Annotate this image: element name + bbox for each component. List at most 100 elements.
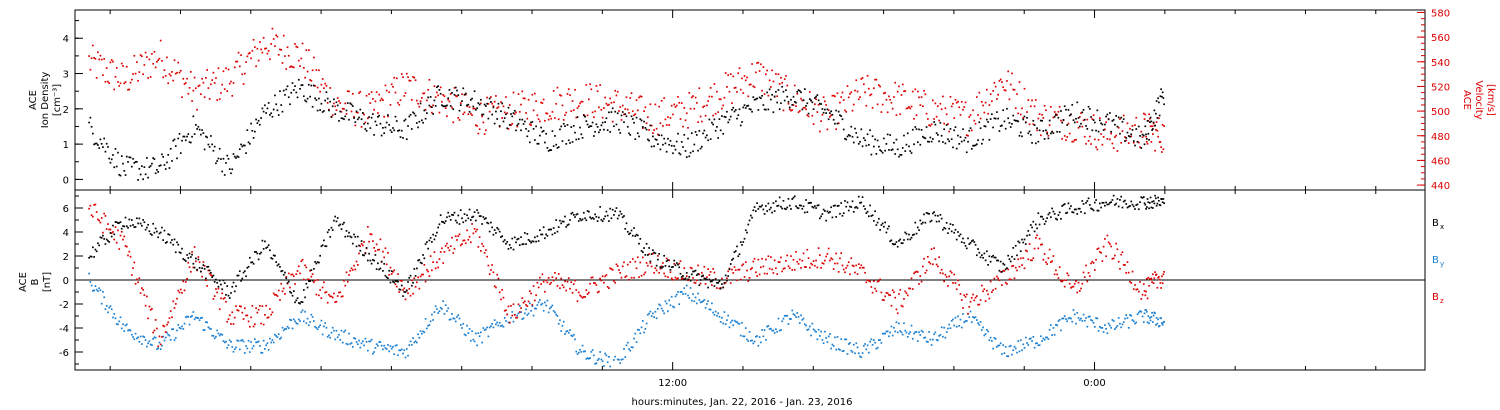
- by-point: [975, 319, 978, 321]
- bz-point: [654, 267, 657, 269]
- bz-point: [759, 266, 762, 269]
- bx-point: [463, 213, 466, 215]
- by-point: [685, 284, 688, 287]
- bx-point: [1046, 217, 1048, 220]
- bx-point: [265, 247, 267, 249]
- velocity-point: [862, 83, 865, 86]
- bz-point: [816, 266, 819, 269]
- by-point: [776, 330, 779, 333]
- by-point: [1068, 316, 1071, 319]
- by-point: [1140, 310, 1143, 313]
- by-point: [978, 323, 981, 326]
- velocity-point: [174, 72, 177, 75]
- velocity-point: [893, 96, 895, 98]
- bx-point: [629, 232, 632, 235]
- bx-point: [572, 214, 575, 216]
- bx-point: [1106, 203, 1109, 206]
- bx-point: [89, 255, 92, 258]
- bx-point: [276, 264, 279, 267]
- velocity-point: [1081, 125, 1084, 128]
- ion-density-point: [350, 103, 353, 106]
- ion-density-point: [535, 125, 537, 128]
- velocity-point: [434, 96, 437, 98]
- velocity-point: [355, 111, 358, 114]
- by-point: [920, 329, 923, 332]
- ion-density-point: [608, 111, 610, 114]
- ion-density-point: [901, 147, 904, 149]
- velocity-point: [991, 100, 993, 103]
- by-point: [648, 312, 650, 315]
- bz-point: [566, 280, 569, 283]
- ion-density-point: [259, 123, 261, 126]
- ion-density-point: [340, 117, 343, 120]
- ion-density-point: [1126, 131, 1129, 134]
- bx-point: [374, 254, 377, 256]
- by-point: [422, 330, 424, 333]
- bz-point: [768, 267, 771, 270]
- ion-density-point: [113, 166, 116, 169]
- bz-point: [914, 271, 917, 273]
- bx-point: [704, 277, 707, 280]
- bx-point: [729, 263, 732, 265]
- by-point: [115, 323, 118, 325]
- bz-point: [112, 231, 114, 233]
- bx-point: [973, 241, 976, 243]
- velocity-point: [644, 106, 647, 109]
- bx-point: [349, 235, 352, 238]
- velocity-point: [883, 92, 885, 95]
- by-point: [313, 320, 315, 322]
- ion-density-point: [1129, 135, 1131, 138]
- velocity-point: [655, 127, 658, 130]
- ion-density-point: [1158, 101, 1160, 104]
- by-point: [423, 331, 426, 334]
- ion-density-point: [238, 148, 241, 151]
- ion-density-point: [1081, 111, 1084, 114]
- velocity-point: [901, 83, 904, 86]
- bz-point: [208, 272, 211, 275]
- by-point: [227, 344, 230, 347]
- bz-point: [1121, 251, 1124, 254]
- ion-density-point: [970, 148, 973, 150]
- ion-density-point: [1022, 118, 1025, 121]
- bx-point: [271, 257, 274, 260]
- bx-point: [495, 232, 497, 234]
- ion-density-point: [163, 164, 166, 166]
- by-point: [859, 355, 861, 358]
- bz-point: [314, 279, 316, 282]
- bz-point: [378, 248, 381, 251]
- bz-point: [560, 277, 563, 280]
- by-point: [636, 328, 639, 331]
- ion-density-point: [325, 91, 328, 94]
- ion-density-point: [1066, 124, 1069, 126]
- bx-point: [634, 235, 637, 237]
- by-point: [835, 348, 838, 351]
- bz-point: [429, 255, 432, 257]
- bx-point: [525, 243, 527, 245]
- ion-density-point: [899, 153, 902, 156]
- velocity-point: [186, 77, 188, 80]
- bz-point: [384, 247, 387, 250]
- ion-density-point: [353, 117, 355, 119]
- velocity-point: [703, 105, 706, 108]
- ion-density-point: [555, 143, 558, 146]
- velocity-point: [163, 69, 166, 71]
- bz-point: [107, 223, 109, 225]
- bz-point: [151, 307, 153, 310]
- velocity-point: [834, 95, 836, 98]
- ion-density-point: [305, 100, 308, 103]
- bx-point: [584, 217, 586, 220]
- bx-point: [581, 218, 584, 221]
- bz-point: [860, 264, 863, 267]
- bz-point: [1086, 280, 1089, 283]
- by-point: [579, 348, 581, 351]
- ion-density-point: [673, 145, 676, 147]
- by-point: [719, 321, 722, 323]
- velocity-point: [326, 102, 329, 104]
- by-point: [306, 317, 309, 320]
- bz-point: [633, 276, 635, 279]
- velocity-point: [587, 98, 590, 101]
- velocity-point: [473, 107, 476, 110]
- ion-density-point: [947, 138, 949, 141]
- bx-point: [633, 227, 635, 229]
